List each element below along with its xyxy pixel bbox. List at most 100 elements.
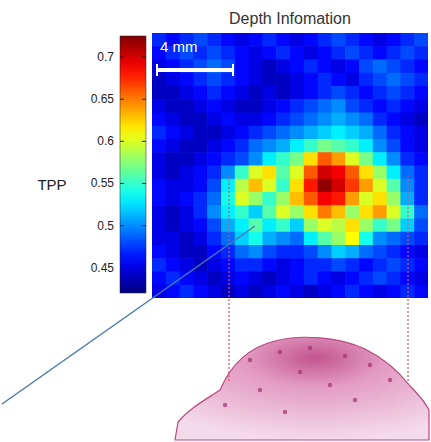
heatmap-cell [414,113,428,127]
heatmap-cell [207,152,221,166]
heatmap-cell [235,205,249,219]
heatmap-cell [249,99,263,113]
heatmap-cell [290,192,304,206]
heatmap-cell [345,46,359,60]
colorbar-tick-label: 0.45 [91,261,115,275]
heatmap-cell [262,60,276,74]
heatmap-cell [290,99,304,113]
heatmap-cell [373,46,387,60]
colorbar-tick [120,183,124,184]
heatmap-cell [235,166,249,180]
heatmap-cell [262,219,276,233]
heatmap-cell [166,245,180,259]
heatmap-cell [276,219,290,233]
heatmap-cell [318,258,332,272]
heatmap-cell [304,152,318,166]
heatmap-cell [387,245,401,259]
heatmap-cell [249,219,263,233]
heatmap-cell [276,86,290,100]
heatmap-cell [207,113,221,127]
heatmap-cell [359,99,373,113]
heatmap-cell [262,192,276,206]
heatmap-cell [235,113,249,127]
heatmap-cell [318,113,332,127]
heatmap-cell [331,46,345,60]
heatmap-cell [152,113,166,127]
heatmap-cell [276,232,290,246]
histology-detail [298,370,302,374]
heatmap-cell [400,33,414,47]
heatmap-cell [318,46,332,60]
heatmap-cell [193,139,207,153]
colorbar-label: TPP [37,176,66,193]
heatmap-cell [235,219,249,233]
heatmap-cell [193,219,207,233]
heatmap-cell [193,192,207,206]
heatmap-cell [400,139,414,153]
heatmap-cell [387,152,401,166]
heatmap-cell [414,219,428,233]
heatmap-cell [276,126,290,140]
heatmap-cell [262,33,276,47]
heatmap-cell [373,166,387,180]
heatmap-cell [276,258,290,272]
heatmap-cell [345,272,359,286]
heatmap-cell [235,126,249,140]
heatmap-cell [318,126,332,140]
heatmap-cell [193,86,207,100]
histology-detail [353,398,357,402]
heatmap-cell [221,33,235,47]
heatmap-cell [152,245,166,259]
heatmap-cell [359,232,373,246]
heatmap-cell [345,152,359,166]
heatmap-cell [180,166,194,180]
heatmap-cell [290,126,304,140]
heatmap-cell [304,99,318,113]
scale-bar [157,68,233,72]
heatmap-cell [373,179,387,193]
heatmap-cell [290,152,304,166]
heatmap-cell [414,99,428,113]
heatmap-cell [180,232,194,246]
heatmap-cell [180,205,194,219]
heatmap-cell [290,272,304,286]
heatmap-cell [262,245,276,259]
colorbar-tick [120,141,124,142]
heatmap-cell [249,33,263,47]
heatmap-cell [207,285,221,298]
heatmap-cell [331,33,345,47]
heatmap-cell [318,272,332,286]
heatmap-cell [387,232,401,246]
heatmap-cell [414,232,428,246]
heatmap-cell [331,272,345,286]
heatmap-cell [331,285,345,298]
colorbar-tick [142,225,146,226]
heatmap-cell [152,99,166,113]
heatmap-cell [359,126,373,140]
heatmap-cell [359,152,373,166]
heatmap-cell [166,258,180,272]
heatmap-cell [290,205,304,219]
heatmap-cell [414,192,428,206]
heatmap-cell [193,99,207,113]
heatmap [152,33,428,298]
heatmap-cell [290,232,304,246]
heatmap-cell [166,86,180,100]
heatmap-cell [249,232,263,246]
heatmap-cell [373,192,387,206]
heatmap-cell [262,73,276,87]
heatmap-cell [387,192,401,206]
heatmap-cell [318,232,332,246]
heatmap-cell [180,99,194,113]
heatmap-cell [235,192,249,206]
heatmap-cell [180,113,194,127]
heatmap-cell [276,139,290,153]
heatmap-cell [193,205,207,219]
heatmap-cell [207,205,221,219]
heatmap-cell [318,152,332,166]
heatmap-cell [207,46,221,60]
heatmap-cell [414,33,428,47]
histology-detail [258,388,262,392]
heatmap-cell [152,219,166,233]
heatmap-cell [207,139,221,153]
